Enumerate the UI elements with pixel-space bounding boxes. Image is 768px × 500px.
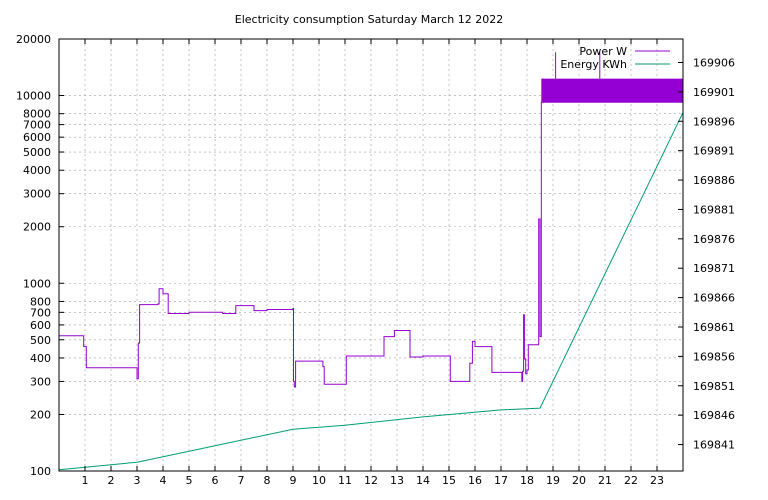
y-right-tick-label: 169856 <box>693 350 735 363</box>
legend: Power W Energy KWh <box>560 45 670 71</box>
series-layer <box>58 52 684 471</box>
y-left-tick-label: 8000 <box>23 108 51 121</box>
x-tick-label: 19 <box>546 474 560 487</box>
y-right-tick-label: 169896 <box>693 115 735 128</box>
y-right-tick-label: 169901 <box>693 86 735 99</box>
x-tick-label: 6 <box>212 474 219 487</box>
y-right-tick-label: 169871 <box>693 262 735 275</box>
x-tick-label: 2 <box>108 474 115 487</box>
x-axis: 1 2 3 4 5 6 7 8 9 10 11 12 13 14 15 16 17 18 19 20 21 22 23 <box>82 39 664 487</box>
y-left-tick-label: 3000 <box>23 188 51 201</box>
chart-title: Electricity consumption Saturday March 1… <box>235 13 503 26</box>
x-tick-label: 1 <box>82 474 89 487</box>
x-tick-label: 14 <box>416 474 430 487</box>
x-tick-label: 16 <box>468 474 482 487</box>
y-right-tick-label: 169886 <box>693 174 735 187</box>
grid-lines <box>59 39 683 471</box>
x-tick-label: 18 <box>520 474 534 487</box>
y-right-tick-label: 169876 <box>693 233 735 246</box>
y-left-tick-label: 1000 <box>23 277 51 290</box>
y-right-tick-label: 169866 <box>693 292 735 305</box>
y-right-tick-label: 169906 <box>693 57 735 70</box>
x-tick-label: 8 <box>264 474 271 487</box>
y-right-tick-label: 169846 <box>693 409 735 422</box>
y-left-tick-label: 2000 <box>23 221 51 234</box>
y-left-tick-label: 400 <box>30 352 51 365</box>
x-tick-label: 13 <box>390 474 404 487</box>
x-tick-label: 10 <box>312 474 326 487</box>
y-left-tick-label: 5000 <box>23 146 51 159</box>
x-tick-label: 20 <box>572 474 586 487</box>
power-noise-band <box>541 78 683 103</box>
y-left-tick-label: 10000 <box>16 90 51 103</box>
x-tick-label: 9 <box>290 474 297 487</box>
x-tick-label: 21 <box>598 474 612 487</box>
x-tick-label: 11 <box>338 474 352 487</box>
x-tick-label: 15 <box>442 474 456 487</box>
y-right-tick-label: 169841 <box>693 439 735 452</box>
y-right-tick-label: 169851 <box>693 380 735 393</box>
x-tick-label: 5 <box>186 474 193 487</box>
x-tick-label: 23 <box>650 474 664 487</box>
x-tick-label: 4 <box>160 474 167 487</box>
x-tick-label: 12 <box>364 474 378 487</box>
legend-label-energy: Energy KWh <box>560 58 627 71</box>
y-right-tick-label: 169881 <box>693 203 735 216</box>
y-left-tick-label: 6000 <box>23 131 51 144</box>
y-left-tick-label: 500 <box>30 334 51 347</box>
energy-series-line <box>58 112 684 471</box>
y-left-tick-label: 700 <box>30 306 51 319</box>
y-right-tick-label: 169891 <box>693 145 735 158</box>
y-left-tick-label: 20000 <box>16 33 51 46</box>
power-series-line <box>59 101 683 388</box>
x-tick-label: 17 <box>494 474 508 487</box>
x-tick-label: 22 <box>624 474 638 487</box>
x-tick-label: 7 <box>238 474 245 487</box>
legend-label-power: Power W <box>579 45 627 58</box>
x-tick-label: 3 <box>134 474 141 487</box>
y-left-tick-label: 300 <box>30 375 51 388</box>
y-left-tick-label: 800 <box>30 295 51 308</box>
y-left-tick-label: 600 <box>30 319 51 332</box>
y-left-tick-label: 100 <box>30 465 51 478</box>
y-left-tick-label: 7000 <box>23 119 51 132</box>
y-left-tick-label: 200 <box>30 408 51 421</box>
y-right-tick-label: 169861 <box>693 321 735 334</box>
y-left-tick-label: 4000 <box>23 164 51 177</box>
y-axis-right: 169841 169846 169851 169856 169861 169866 1698… <box>678 57 735 452</box>
